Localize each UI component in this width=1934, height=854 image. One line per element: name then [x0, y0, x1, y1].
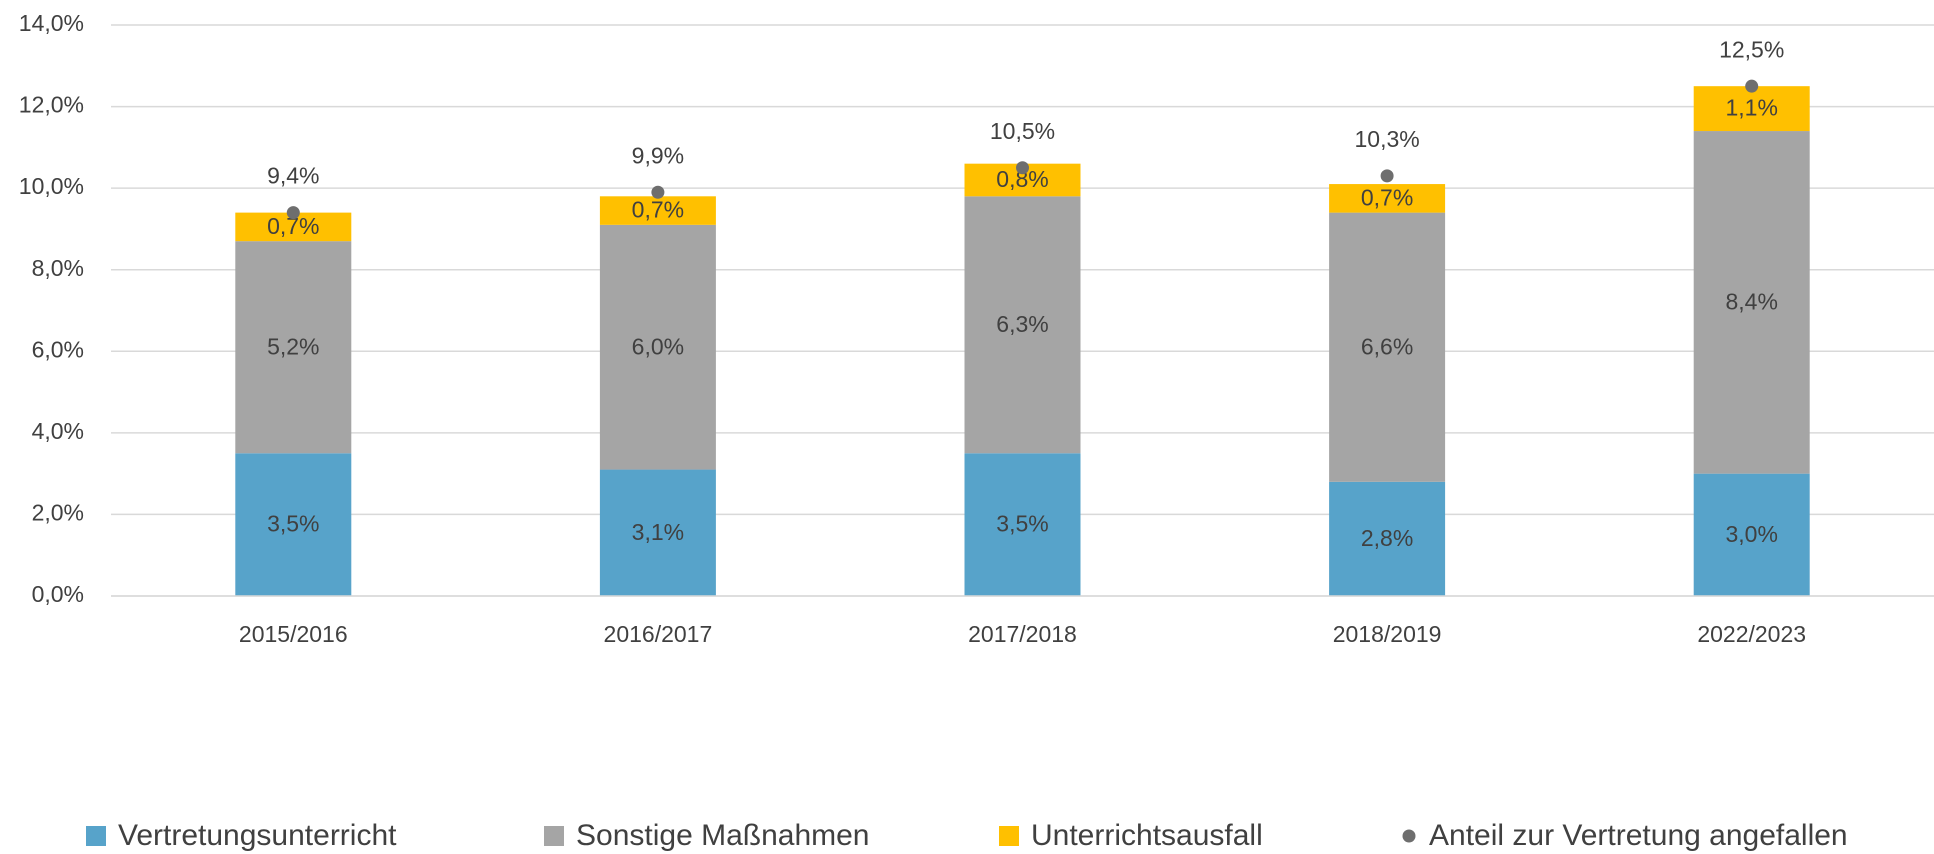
legend-label: Anteil zur Vertretung angefallen [1429, 819, 1848, 852]
y-tick-label: 0,0% [32, 581, 84, 607]
bar-label: 6,6% [1361, 333, 1413, 359]
bar-segment [964, 196, 1081, 454]
bar-label: 5,2% [267, 333, 319, 359]
x-tick-label: 2016/2017 [604, 621, 713, 647]
bar-segment [1693, 131, 1810, 474]
bar-segment [599, 469, 716, 596]
legend-label: Vertretungsunterricht [118, 819, 397, 852]
legend-marker [544, 826, 564, 846]
dot [1380, 169, 1394, 183]
legend-label: Unterrichtsausfall [1031, 819, 1263, 852]
x-tick-label: 2022/2023 [1697, 621, 1806, 647]
dot-label: 10,3% [1354, 126, 1419, 152]
dot-label: 9,9% [632, 142, 684, 168]
legend-marker [999, 826, 1019, 846]
y-tick-label: 4,0% [32, 418, 84, 444]
bar-segment [1693, 86, 1810, 132]
dot [651, 185, 665, 199]
x-tick-label: 2018/2019 [1333, 621, 1442, 647]
dot [1745, 79, 1759, 93]
y-tick-label: 2,0% [32, 500, 84, 526]
bar-label: 1,1% [1725, 95, 1777, 121]
bar-segment [1329, 481, 1446, 596]
dot-label: 10,5% [990, 118, 1055, 144]
bar-segment [1329, 184, 1446, 213]
y-tick-label: 8,0% [32, 255, 84, 281]
bar-label: 3,1% [632, 519, 684, 545]
bar-segment [599, 196, 716, 225]
bar-label: 8,4% [1725, 288, 1777, 314]
bar-label: 6,3% [996, 311, 1048, 337]
y-tick-label: 14,0% [19, 10, 84, 36]
bar-segment [1693, 473, 1810, 596]
bar-label: 3,5% [267, 511, 319, 537]
legend-marker [86, 826, 106, 846]
bar-label: 3,0% [1725, 521, 1777, 547]
bar-label: 3,5% [996, 511, 1048, 537]
x-tick-label: 2017/2018 [968, 621, 1077, 647]
bar-segment [1329, 212, 1446, 482]
x-tick-label: 2015/2016 [239, 621, 348, 647]
legend-marker [1402, 829, 1416, 843]
bar-label: 0,7% [1361, 184, 1413, 210]
dot-label: 9,4% [267, 163, 319, 189]
bar-segment [964, 453, 1081, 596]
legend-label: Sonstige Maßnahmen [576, 819, 870, 852]
bar-label: 2,8% [1361, 525, 1413, 551]
dot [286, 206, 300, 220]
bar-segment [235, 453, 352, 596]
dot-label: 12,5% [1719, 36, 1784, 62]
bar-segment [599, 224, 716, 470]
dot [1016, 161, 1029, 175]
y-tick-label: 12,0% [19, 92, 84, 118]
y-tick-label: 10,0% [19, 173, 84, 199]
bar-label: 6,0% [632, 333, 684, 359]
bar-segment [235, 241, 352, 454]
y-tick-label: 6,0% [32, 336, 84, 362]
bar-label: 0,7% [632, 197, 684, 223]
